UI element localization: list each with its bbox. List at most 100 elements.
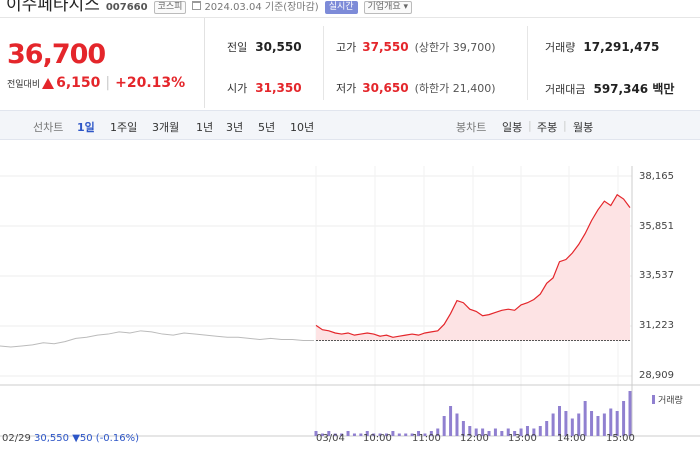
stat-prev-close: 전일 30,550: [227, 39, 302, 55]
upper-limit-value: 39,700): [452, 41, 496, 54]
stat-high: 고가 37,550 (상한가 39,700): [336, 39, 496, 55]
volume-bar: [455, 413, 459, 436]
change-percent: +20.13%: [115, 75, 186, 91]
volume-bar: [474, 428, 478, 436]
volume-bar: [577, 413, 581, 436]
volume-bar: [558, 406, 562, 436]
volume-legend: 거래량: [652, 393, 683, 406]
upper-limit-label: (상한가: [414, 41, 450, 54]
volume-bar: [513, 431, 517, 436]
period-tab-1w[interactable]: 1주일: [110, 121, 138, 134]
prev-day-date: 02/29: [2, 433, 31, 444]
divider: [527, 26, 528, 100]
period-tab-1y[interactable]: 1년: [196, 121, 214, 134]
period-tab-10y[interactable]: 10년: [290, 121, 315, 134]
prev-day-change: ▼50 (-0.16%): [72, 433, 139, 444]
today-line: [315, 193, 631, 338]
stat-value: 37,550: [362, 40, 409, 54]
volume-bar: [525, 426, 529, 436]
current-price: 36,700: [7, 39, 106, 70]
stat-label: 거래대금: [545, 83, 586, 96]
volume-bar: [545, 421, 549, 436]
volume-bar: [532, 428, 536, 436]
volume-bar: [628, 391, 632, 436]
volume-bar: [327, 431, 331, 436]
x-tick-label: 10:00: [363, 433, 392, 444]
volume-bar: [519, 428, 523, 436]
volume-bar: [551, 413, 555, 436]
x-tick-label: 13:00: [508, 433, 537, 444]
price-chart[interactable]: 38,165 35,851 33,537 31,223 28,909 거래량 0…: [0, 141, 700, 450]
volume-bar: [609, 408, 613, 436]
prev-day-line: [0, 330, 314, 348]
stat-volume: 거래량 17,291,475: [545, 39, 659, 55]
volume-bar: [570, 418, 574, 436]
volume-bar: [346, 431, 350, 436]
volume-bar: [468, 426, 472, 436]
volume-bar: [583, 401, 587, 436]
volume-bar: [410, 433, 414, 436]
up-arrow-icon: [42, 77, 55, 89]
volume-bar: [590, 411, 594, 436]
period-tab-1d[interactable]: 1일: [77, 121, 95, 134]
stat-value: 597,346 백만: [593, 82, 675, 96]
volume-legend-swatch: [652, 395, 655, 404]
period-tab-5y[interactable]: 5년: [258, 121, 276, 134]
price-panel: 36,700 전일대비 6,150 | +20.13%: [0, 18, 205, 108]
x-tick-label: 03/04: [316, 433, 345, 444]
price-change: 전일대비 6,150 | +20.13%: [7, 75, 185, 91]
x-tick-label: 15:00: [606, 433, 635, 444]
x-tick-label: 14:00: [557, 433, 586, 444]
volume-bar: [429, 431, 433, 436]
stat-value: 31,350: [255, 81, 302, 95]
divider: [323, 26, 324, 100]
volume-bar: [538, 426, 542, 436]
stat-label: 전일: [227, 41, 248, 54]
volume-bar: [449, 406, 453, 436]
volume-bar: [506, 428, 510, 436]
candle-tab-monthly[interactable]: 월봉: [573, 121, 594, 134]
volume-bar: [622, 401, 626, 436]
candle-tab-daily[interactable]: 일봉: [502, 121, 523, 134]
lower-limit-label: (하한가: [414, 82, 450, 95]
stat-label: 고가: [336, 41, 357, 54]
volume-bar: [423, 433, 427, 436]
volume-bar: [602, 413, 606, 436]
calendar-icon: [192, 1, 202, 10]
volume-bar: [340, 433, 344, 436]
stats-grid: 전일 30,550 시가 31,350 고가 37,550 (상한가 39,70…: [205, 18, 700, 108]
volume-bar: [564, 411, 568, 436]
company-info-dropdown[interactable]: 기업개요 ▾: [363, 1, 413, 14]
x-tick-label: 11:00: [412, 433, 441, 444]
lower-limit-value: 21,400): [452, 82, 496, 95]
divider: |: [105, 75, 111, 91]
x-tick-label: 12:00: [460, 433, 489, 444]
stock-header: 이수페타시스 007660 코스피 2024.03.04 기준(장마감) 실시간…: [0, 0, 700, 18]
volume-legend-label: 거래량: [658, 396, 683, 406]
volume-bar: [314, 431, 318, 436]
volume-bar: [436, 428, 440, 436]
y-tick-label: 28,909: [639, 370, 674, 381]
stat-label: 저가: [336, 82, 357, 95]
volume-bar: [442, 416, 446, 436]
volume-bar: [615, 411, 619, 436]
realtime-button[interactable]: 실시간: [324, 1, 358, 14]
stat-value: 30,650: [362, 81, 409, 95]
market-badge: 코스피: [153, 1, 187, 14]
lower-limit: (하한가 21,400): [415, 80, 496, 96]
stock-name: 이수페타시스: [6, 0, 100, 15]
period-tab-3m[interactable]: 3개월: [152, 121, 180, 134]
volume-bar: [487, 431, 491, 436]
stat-value: 30,550: [255, 40, 302, 54]
upper-limit: (상한가 39,700): [415, 39, 496, 55]
volume-bar: [320, 433, 324, 436]
volume-bar: [359, 433, 363, 436]
stat-value: 17,291,475: [583, 40, 660, 54]
volume-bar: [404, 433, 408, 436]
period-tab-3y[interactable]: 3년: [226, 121, 244, 134]
y-tick-label: 31,223: [639, 320, 674, 331]
volume-bar: [333, 433, 337, 436]
candle-tab-weekly[interactable]: 주봉: [537, 121, 558, 134]
volume-bar: [461, 421, 465, 436]
change-amount: 6,150: [56, 75, 101, 91]
